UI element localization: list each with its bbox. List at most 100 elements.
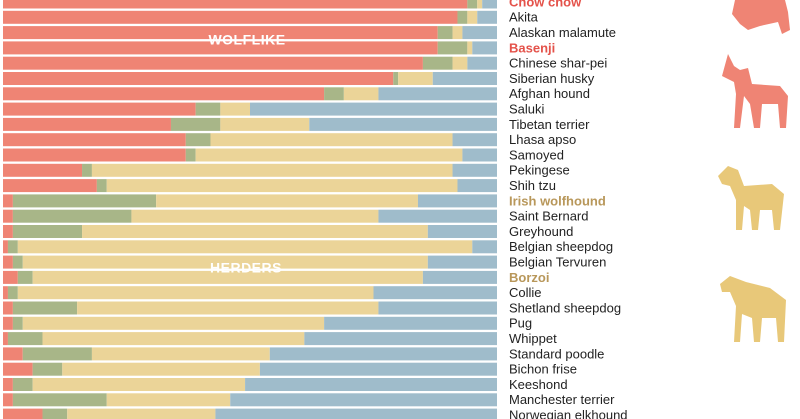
category-label: Belgian sheepdog: [509, 239, 613, 254]
bar-segment: [106, 393, 231, 407]
bar-segment: [393, 72, 399, 85]
bar-segment: [3, 179, 97, 193]
category-label: Bichon frise: [509, 362, 577, 377]
bar-segment: [82, 225, 428, 238]
bar-segment: [259, 362, 497, 376]
bar-segment: [3, 225, 13, 238]
bar-segment: [452, 133, 497, 147]
category-label: Greyhound: [509, 224, 573, 239]
category-label: Shetland sheepdog: [509, 300, 621, 315]
bar-segment: [12, 194, 157, 208]
category-label: Chow chow: [509, 0, 582, 9]
bar-segment: [156, 194, 418, 208]
bar-segment: [417, 194, 497, 208]
category-label: Saluki: [509, 102, 545, 117]
bar-segment: [343, 87, 379, 101]
bar-segment: [3, 41, 438, 55]
bar-segment: [3, 393, 13, 407]
category-label: Pekingese: [509, 163, 570, 178]
bar-segment: [42, 332, 305, 346]
category-label: Akita: [509, 10, 539, 25]
bar-segment: [452, 26, 463, 40]
bar-segment: [373, 286, 497, 300]
bar-segment: [12, 301, 78, 315]
bar-segment: [250, 102, 497, 116]
bar-segment: [131, 209, 379, 223]
bar-segment: [309, 117, 497, 131]
category-label: Whippet: [509, 331, 557, 346]
category-label: Lhasa apso: [509, 132, 576, 147]
bar-segment: [12, 393, 107, 407]
bar-segment: [437, 26, 453, 40]
annotation: HERDERS: [210, 260, 282, 276]
bar-segment: [91, 163, 453, 177]
bar-segment: [22, 347, 92, 361]
category-label: Belgian Tervuren: [509, 255, 606, 270]
bar-segment: [324, 87, 344, 101]
bar-segment: [3, 133, 186, 147]
bar-segment: [195, 148, 463, 162]
bar-segment: [77, 301, 379, 315]
bar-segment: [304, 332, 497, 346]
bar-segment: [324, 316, 497, 330]
bar-segment: [7, 332, 43, 346]
bar-segment: [195, 102, 221, 116]
category-label: Collie: [509, 285, 542, 300]
bar-segment: [12, 316, 23, 330]
annotation: WOLFLIKE: [208, 32, 285, 48]
bar-segment: [457, 10, 468, 24]
bar-segment: [3, 286, 8, 300]
category-label: Saint Bernard: [509, 209, 589, 224]
bar-segment: [3, 347, 23, 361]
bar-segment: [245, 378, 497, 391]
bar-segment: [96, 179, 107, 193]
bar-segment: [12, 255, 23, 269]
bar-segment: [437, 41, 468, 55]
bar-segment: [378, 87, 497, 101]
bar-segment: [91, 347, 270, 361]
bar-segment: [3, 163, 83, 177]
bar-segment: [12, 225, 83, 238]
category-label: Siberian husky: [509, 71, 595, 86]
bar-segment: [467, 56, 497, 70]
bar-segment: [3, 408, 43, 419]
bar-segment: [467, 10, 478, 24]
bar-segment: [3, 362, 33, 376]
bar-segment: [422, 56, 453, 70]
bar-segment: [7, 286, 18, 300]
bar-segment: [17, 286, 374, 300]
bar-segment: [22, 255, 428, 269]
category-label: Tibetan terrier: [509, 117, 590, 132]
bar-segment: [3, 270, 18, 284]
bar-segment: [472, 41, 497, 55]
bar-segment: [378, 301, 497, 315]
bar-segment: [3, 117, 171, 131]
bar-segment: [32, 270, 423, 284]
bar-segment: [467, 0, 478, 9]
bar-segment: [215, 408, 498, 419]
bar-segment: [3, 255, 13, 269]
bar-segment: [185, 133, 211, 147]
bar-segment: [3, 316, 13, 330]
bar-segment: [462, 26, 497, 40]
category-label: Basenji: [509, 40, 555, 55]
dog-icons: [718, 0, 790, 342]
dog-icon: [722, 54, 788, 128]
category-label: Keeshond: [509, 377, 568, 392]
bar-segment: [3, 10, 458, 24]
bar-segment: [482, 0, 497, 9]
category-label: Afghan hound: [509, 86, 590, 101]
category-label: Manchester terrier: [509, 392, 615, 407]
bar-segment: [17, 240, 473, 254]
dog-icon: [720, 276, 786, 342]
bar-segment: [220, 102, 250, 116]
bar-segment: [12, 209, 132, 223]
bar-segment: [457, 179, 497, 193]
category-label: Standard poodle: [509, 346, 604, 361]
bar-segment: [3, 301, 13, 315]
bar-segment: [230, 393, 498, 407]
bar-segment: [3, 148, 186, 162]
bar-segment: [3, 0, 468, 9]
bar-segment: [12, 378, 33, 391]
bar-segment: [32, 378, 246, 391]
